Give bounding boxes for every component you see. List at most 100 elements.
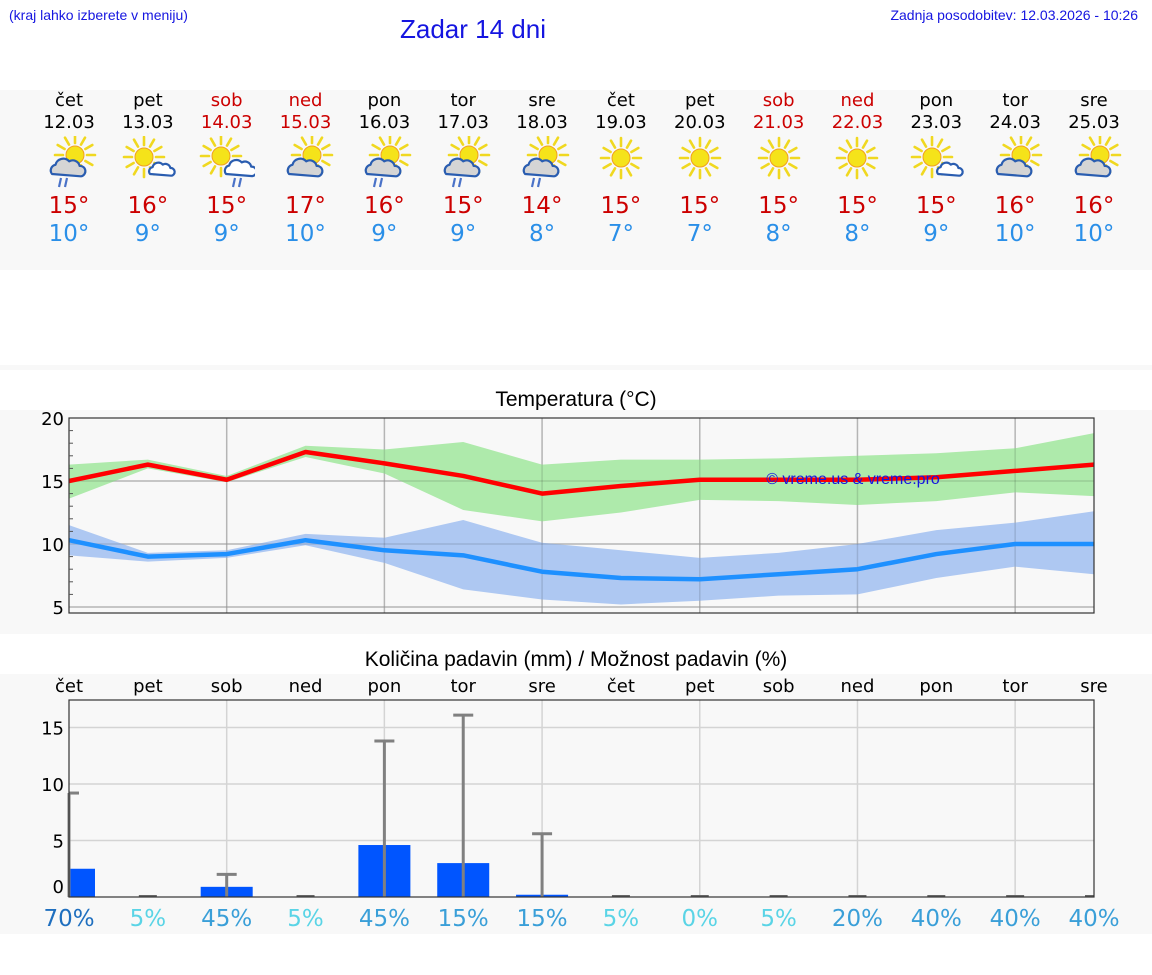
sun-cloud-rain-icon: [199, 136, 255, 188]
day-name: sob: [210, 90, 243, 111]
day-name: čet: [54, 90, 84, 111]
precip-day-label: tor: [1002, 676, 1028, 697]
day-column: pon 23.03 15° 9°: [896, 90, 976, 248]
temp-max: 15°: [206, 193, 248, 219]
day-date: 14.03: [200, 112, 253, 133]
day-date: 17.03: [437, 112, 489, 133]
temp-min: 9°: [450, 221, 477, 247]
y-tick-label: 15: [41, 472, 64, 493]
day-column: sob 14.03 15° 9°: [187, 90, 267, 248]
precip-probability: 5%: [130, 906, 167, 932]
day-column: sob 21.03 15° 8°: [739, 90, 819, 248]
precip-probability: 5%: [760, 906, 797, 932]
sunny-icon: [599, 136, 643, 180]
precip-bar: [69, 868, 95, 897]
day-date: 20.03: [674, 112, 726, 133]
temp-max: 16°: [127, 193, 169, 219]
temperature-chart-title: Temperatura (°C): [495, 388, 657, 411]
precip-chart-bg: [0, 674, 1152, 934]
precip-day-label: sre: [1080, 676, 1107, 697]
day-column: ned 15.03 17° 10°: [266, 90, 346, 248]
precip-day-label: čet: [607, 676, 635, 697]
y-tick-label: 20: [41, 410, 64, 430]
partly-cloudy-rain-icon: [49, 136, 97, 188]
temp-min: 10°: [48, 221, 90, 247]
precip-chart-title: Količina padavin (mm) / Možnost padavin …: [364, 648, 788, 671]
day-date: 18.03: [516, 112, 568, 133]
day-name: tor: [1002, 90, 1028, 111]
day-column: tor 24.03 16° 10°: [975, 90, 1055, 248]
precip-probability: 15%: [438, 906, 489, 932]
temp-max: 15°: [48, 193, 90, 219]
partly-cloudy-rain-icon: [522, 136, 570, 188]
day-date: 23.03: [910, 112, 963, 133]
temp-min: 9°: [923, 221, 950, 247]
precip-probability: 70%: [43, 906, 94, 932]
precip-day-label: sre: [528, 676, 555, 697]
day-date: 21.03: [752, 112, 805, 133]
precip-probability: 5%: [603, 906, 640, 932]
y-tick-label: 10: [41, 775, 64, 796]
day-name: tor: [450, 90, 476, 111]
day-date: 22.03: [831, 112, 884, 133]
temp-min: 7°: [607, 221, 634, 247]
sunny-icon: [678, 136, 722, 180]
y-tick-label: 5: [53, 832, 64, 853]
temperature-chart: © vreme.us & vreme.pro 5 10 15 20: [41, 410, 1095, 619]
page-title: Zadar 14 dni: [400, 14, 546, 44]
day-name: pet: [684, 90, 715, 111]
partly-cloudy-icon: [286, 136, 333, 178]
sunny-small-cloud-icon: [122, 136, 176, 179]
y-tick-label: 10: [41, 535, 64, 556]
temp-max: 15°: [758, 193, 799, 219]
day-date: 19.03: [595, 112, 647, 133]
temp-min: 10°: [285, 221, 326, 247]
day-list: čet 12.03 15° 10° pet 13.03 16° 9° sob 14.03 15° 9°…: [0, 90, 1152, 270]
day-name: sob: [762, 90, 795, 111]
day-date: 16.03: [358, 112, 411, 133]
temp-min: 10°: [1073, 221, 1115, 247]
region-hint: (kraj lahko izberete v meniju): [9, 7, 188, 23]
precip-day-label: pon: [367, 676, 401, 697]
precip-day-label: pet: [133, 676, 163, 697]
precip-probability: 40%: [911, 906, 962, 932]
day-date: 15.03: [279, 112, 332, 133]
day-column: ned 22.03 15° 8°: [817, 90, 897, 248]
precip-day-label: tor: [450, 676, 476, 697]
temp-max: 15°: [442, 193, 484, 219]
day-date: 24.03: [989, 112, 1041, 133]
day-column: pon 16.03 16° 9°: [344, 90, 424, 248]
temp-min: 8°: [765, 221, 792, 247]
temp-min: 7°: [686, 221, 713, 247]
day-name: pet: [133, 90, 163, 111]
partly-cloudy-rain-icon: [443, 136, 491, 188]
precip-day-label: sob: [763, 676, 795, 697]
precip-probability: 40%: [1068, 906, 1119, 932]
temp-min: 9°: [134, 221, 161, 247]
precip-day-label: čet: [55, 676, 83, 697]
sunny-icon: [757, 136, 800, 180]
day-name: pon: [919, 90, 954, 111]
precip-day-label: sob: [211, 676, 243, 697]
day-name: pon: [367, 90, 402, 111]
y-tick-label: 0: [53, 877, 64, 898]
y-tick-label: 15: [41, 719, 64, 740]
precip-day-label: ned: [841, 676, 875, 697]
temp-max: 15°: [915, 193, 957, 219]
temp-max: 15°: [679, 193, 721, 219]
day-column: tor 17.03 15° 9°: [423, 90, 503, 248]
precip-day-label: ned: [289, 676, 323, 697]
temp-max: 16°: [994, 193, 1036, 219]
watermark: © vreme.us & vreme.pro: [766, 471, 940, 488]
precip-probability: 5%: [287, 906, 324, 932]
y-tick-label: 5: [53, 598, 64, 619]
day-column: sre 18.03 14° 8°: [502, 90, 582, 248]
day-column: čet 19.03 15° 7°: [581, 90, 661, 248]
precip-probability: 0%: [682, 906, 719, 932]
temp-min: 10°: [994, 221, 1036, 247]
day-name: ned: [840, 90, 875, 111]
precip-probability: 40%: [990, 906, 1041, 932]
day-date: 25.03: [1068, 112, 1120, 133]
partly-cloudy-icon: [1074, 136, 1122, 178]
sunny-icon: [836, 136, 879, 180]
